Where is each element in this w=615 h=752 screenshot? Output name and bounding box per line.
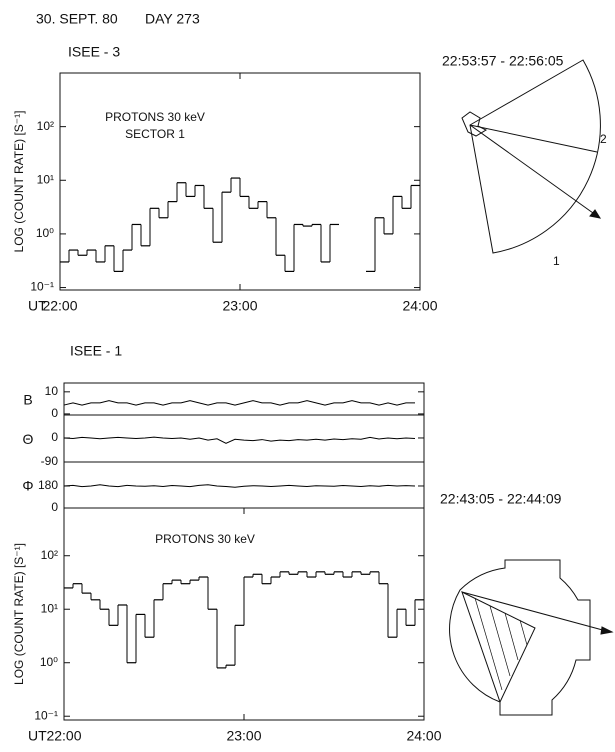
y-tick-label: 180 (38, 478, 58, 492)
panel-title: ISEE - 1 (70, 343, 122, 359)
sector-diagram (449, 559, 614, 716)
arrow-head (600, 626, 614, 635)
line (63, 484, 416, 488)
y-tick-label: 10⁰ (40, 655, 58, 669)
y-axis-label: LOG (COUNT RATE) [S⁻¹] (12, 543, 26, 685)
sector-label: 1 (553, 254, 560, 268)
line (63, 436, 416, 444)
y-tick-label: 10⁻¹ (34, 708, 58, 722)
x-tick-label: 22:00 (42, 298, 77, 314)
direction-arrow (461, 591, 611, 633)
y-axis-label: Θ (23, 431, 34, 447)
sector-label: 2 (600, 132, 607, 146)
sector-divider (469, 124, 598, 153)
time-range: 22:53:57 - 22:56:05 (442, 53, 564, 69)
hatching (474, 597, 528, 691)
y-tick-label: 10² (37, 119, 54, 133)
y-axis-label: B (23, 392, 32, 408)
date: 30. SEPT. 80 (36, 11, 118, 27)
y-tick-label: 10 (45, 384, 59, 398)
y-axis-label: Φ (22, 478, 33, 494)
hatched-sector (461, 591, 536, 704)
y-axis-label: LOG (COUNT RATE) [S⁻¹] (12, 111, 26, 253)
time-range: 22:43:05 - 22:44:09 (440, 491, 562, 507)
annotation: PROTONS 30 keV (155, 532, 255, 546)
annotation: PROTONS 30 keV (105, 110, 205, 124)
y-tick-label: -90 (41, 454, 59, 468)
sector-outline (449, 559, 591, 716)
x-tick-label: 23:00 (226, 728, 261, 744)
x-tick-label: 24:00 (406, 728, 441, 744)
sector-diagram (461, 59, 602, 254)
y-tick-label: 0 (51, 406, 58, 420)
sector-outline (469, 59, 601, 254)
panel-title: ISEE - 3 (68, 44, 120, 60)
x-tick-label: 24:00 (402, 298, 437, 314)
direction-arrow (469, 124, 601, 219)
y-tick-label: 10¹ (41, 601, 58, 615)
x-tick-label: 23:00 (222, 298, 257, 314)
arrow-head (589, 209, 602, 219)
y-tick-label: 10¹ (37, 172, 54, 186)
x-tick-label: 22:00 (46, 728, 81, 744)
y-tick-label: 10⁰ (36, 226, 54, 240)
y-tick-label: 10⁻¹ (30, 280, 54, 294)
day: DAY 273 (145, 11, 200, 27)
line (63, 400, 415, 406)
spacecraft-icon (461, 111, 488, 137)
x-axis-label: UT (28, 298, 47, 314)
x-axis-label: UT (28, 728, 47, 744)
annotation: SECTOR 1 (125, 127, 185, 141)
y-tick-label: 0 (51, 430, 58, 444)
y-tick-label: 10² (41, 548, 58, 562)
y-tick-label: 0 (51, 500, 58, 514)
